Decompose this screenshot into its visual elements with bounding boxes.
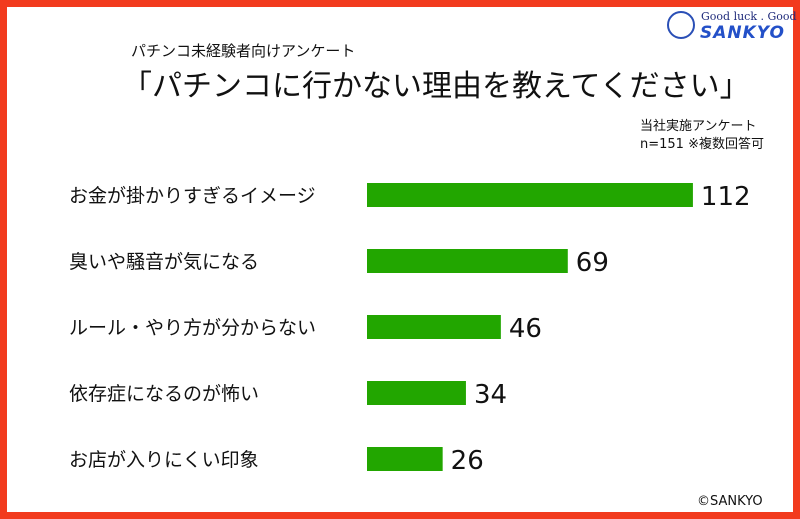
value-label: 26 [451,446,484,476]
category-label: お金が掛かりすぎるイメージ [69,185,316,207]
survey-note-line2: n=151 ※複数回答可 [640,137,764,152]
value-label: 46 [509,314,542,344]
chart-subtitle: パチンコ未経験者向けアンケート [131,42,356,60]
survey-note: 当社実施アンケート n=151 ※複数回答可 [640,118,764,154]
value-label: 69 [576,248,609,278]
value-label: 34 [474,380,507,410]
chart-title: 「パチンコに行かない理由を教えてください」 [122,69,750,104]
category-label: ルール・やり方が分からない [69,317,316,339]
logo-brand: SANKYO [700,23,785,43]
survey-note-line1: 当社実施アンケート [640,119,757,134]
bar [367,249,568,273]
copyright: ©SANKYO [697,494,763,509]
logo-tagline: Good luck . Good life. [701,10,800,23]
bar [367,381,466,405]
logo-badge-icon [667,11,695,39]
category-label: お店が入りにくい印象 [69,449,259,471]
bar [367,183,693,207]
category-label: 依存症になるのが怖い [69,383,259,405]
bar [367,315,501,339]
bar [367,447,443,471]
sankyo-logo: Good luck . Good life. SANKYO [667,10,800,45]
category-label: 臭いや騒音が気になる [69,251,259,273]
value-label: 112 [701,182,751,212]
bars-layer: お金が掛かりすぎるイメージ 112 臭いや騒音が気になる 69 ルール・やり方が分からな… [69,182,751,476]
